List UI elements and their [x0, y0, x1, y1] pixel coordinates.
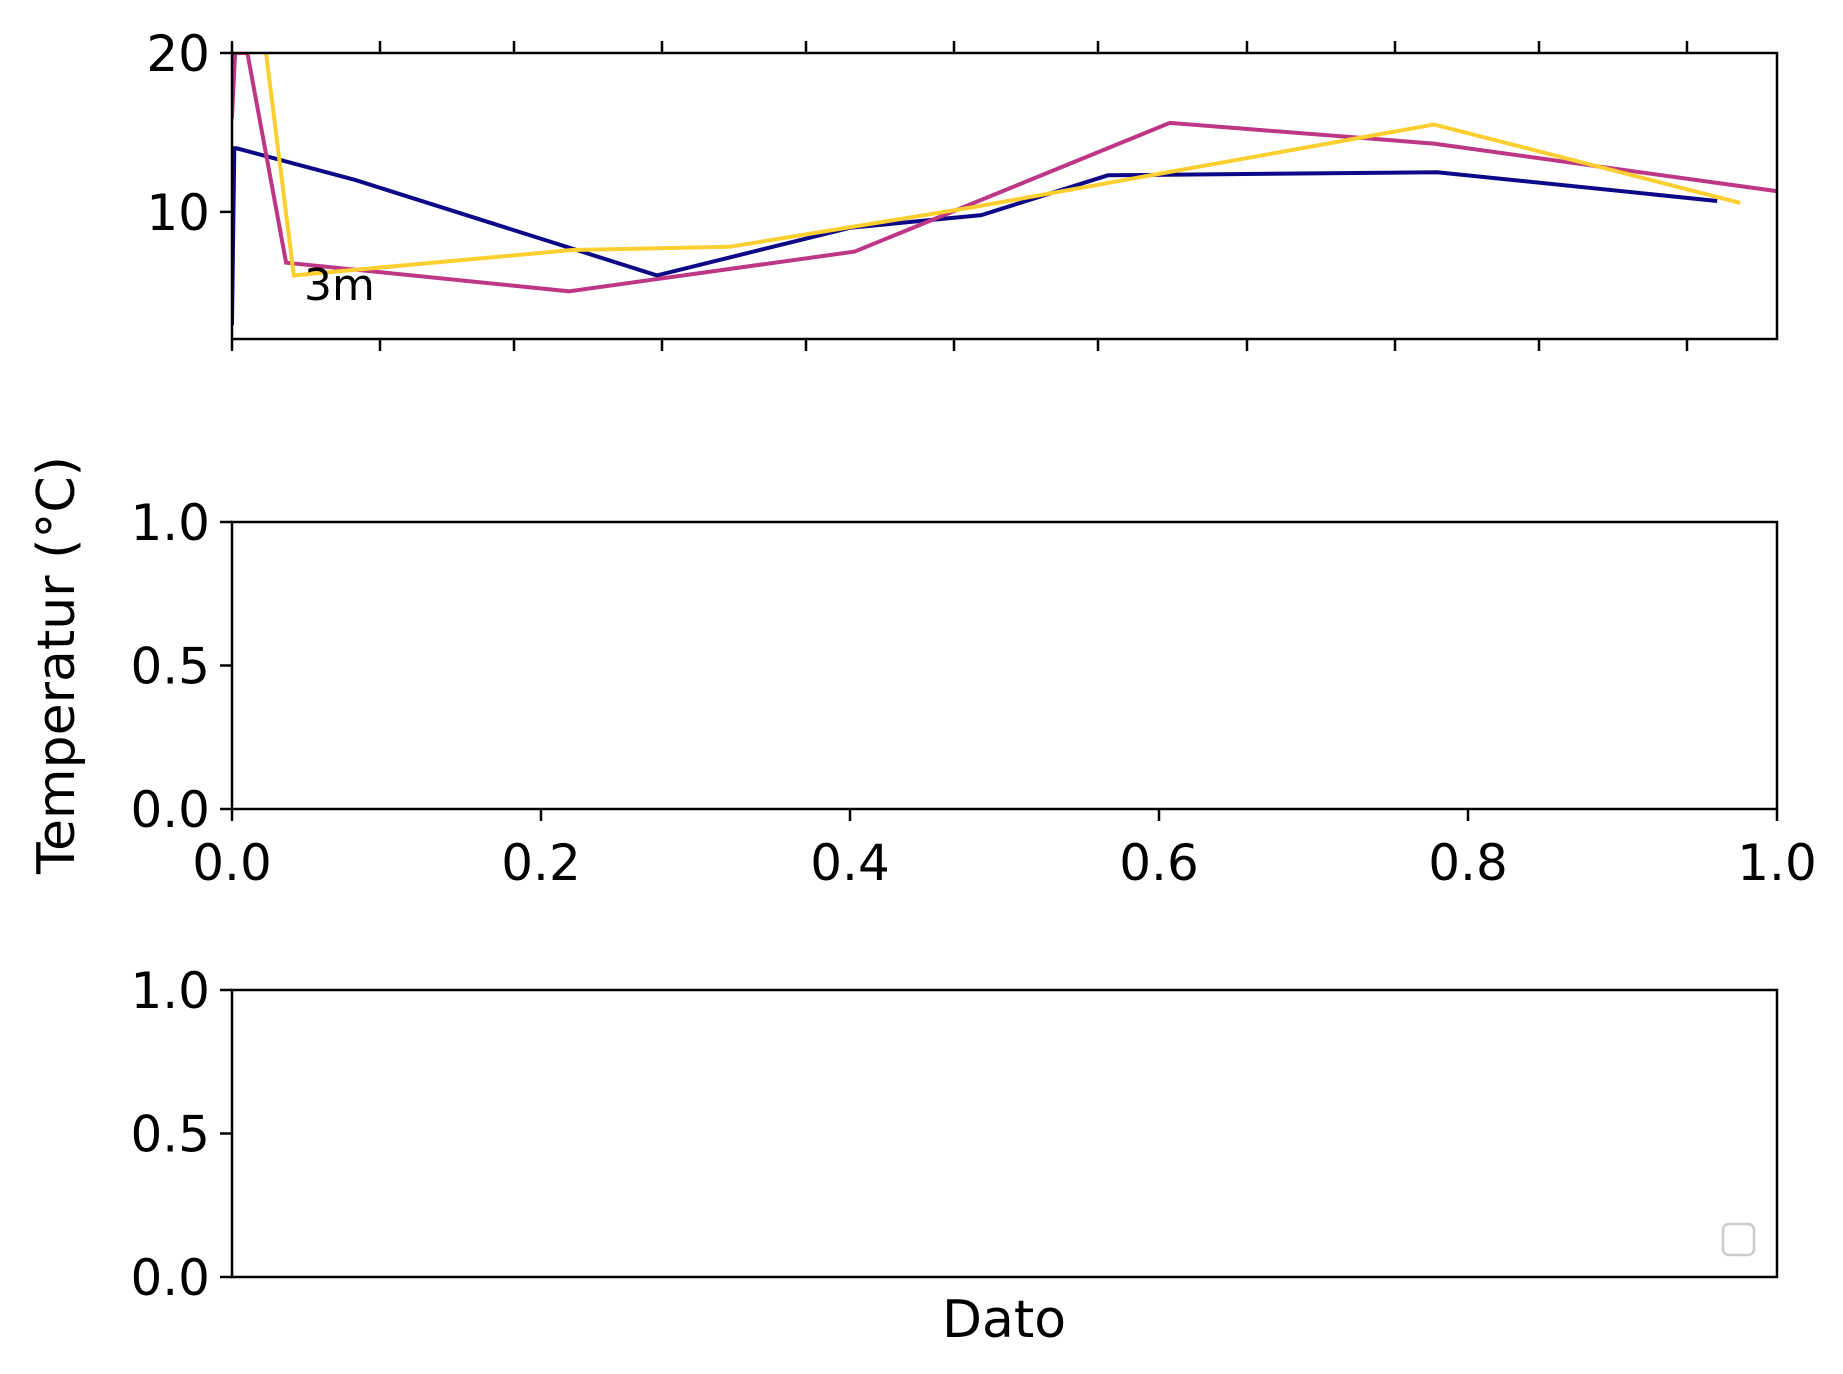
- series-annotation: 3m: [304, 260, 375, 311]
- middle-y-tick-label: 1.0: [130, 494, 210, 552]
- bottom-y-tick-label: 0.5: [130, 1106, 210, 1164]
- middle-x-tick-label: 1.0: [1737, 834, 1817, 892]
- bottom-y-ticks: 1.0 0.5 0.0: [130, 962, 232, 1307]
- middle-x-tick-label: 0.6: [1119, 834, 1199, 892]
- middle-x-ticks: 0.0 0.2 0.4 0.6 0.8 1.0: [192, 809, 1817, 892]
- y-axis-label: Temperatur (°C): [27, 456, 87, 875]
- top-series-group: [232, 53, 1777, 326]
- middle-x-tick-label: 0.4: [810, 834, 890, 892]
- series-line-1: [232, 146, 1718, 326]
- middle-x-tick-label: 0.2: [501, 834, 581, 892]
- bottom-panel: 1.0 0.5 0.0 Dato: [130, 962, 1779, 1350]
- top-y-tick-label: 20: [146, 25, 210, 83]
- middle-x-tick-label: 0.0: [192, 834, 272, 892]
- bottom-y-tick-label: 0.0: [130, 1249, 210, 1307]
- bottom-y-tick-label: 1.0: [130, 962, 210, 1020]
- series-line-2: [232, 53, 1777, 294]
- middle-y-tick-label: 0.0: [130, 781, 210, 839]
- middle-y-tick-label: 0.5: [130, 638, 210, 696]
- x-axis-label: Dato: [942, 1290, 1066, 1350]
- top-x-ticks: [230, 41, 1689, 351]
- middle-x-tick-label: 0.8: [1428, 834, 1508, 892]
- top-y-tick-label: 10: [146, 184, 210, 242]
- middle-panel: 1.0 0.5 0.0 0.0 0.2 0.4 0.6 0.8 1.0: [130, 494, 1816, 892]
- top-axes-frame: [230, 51, 1779, 341]
- series-line-3: [263, 53, 1741, 278]
- middle-y-ticks: 1.0 0.5 0.0: [130, 494, 232, 839]
- empty-legend-box: [1721, 1222, 1756, 1257]
